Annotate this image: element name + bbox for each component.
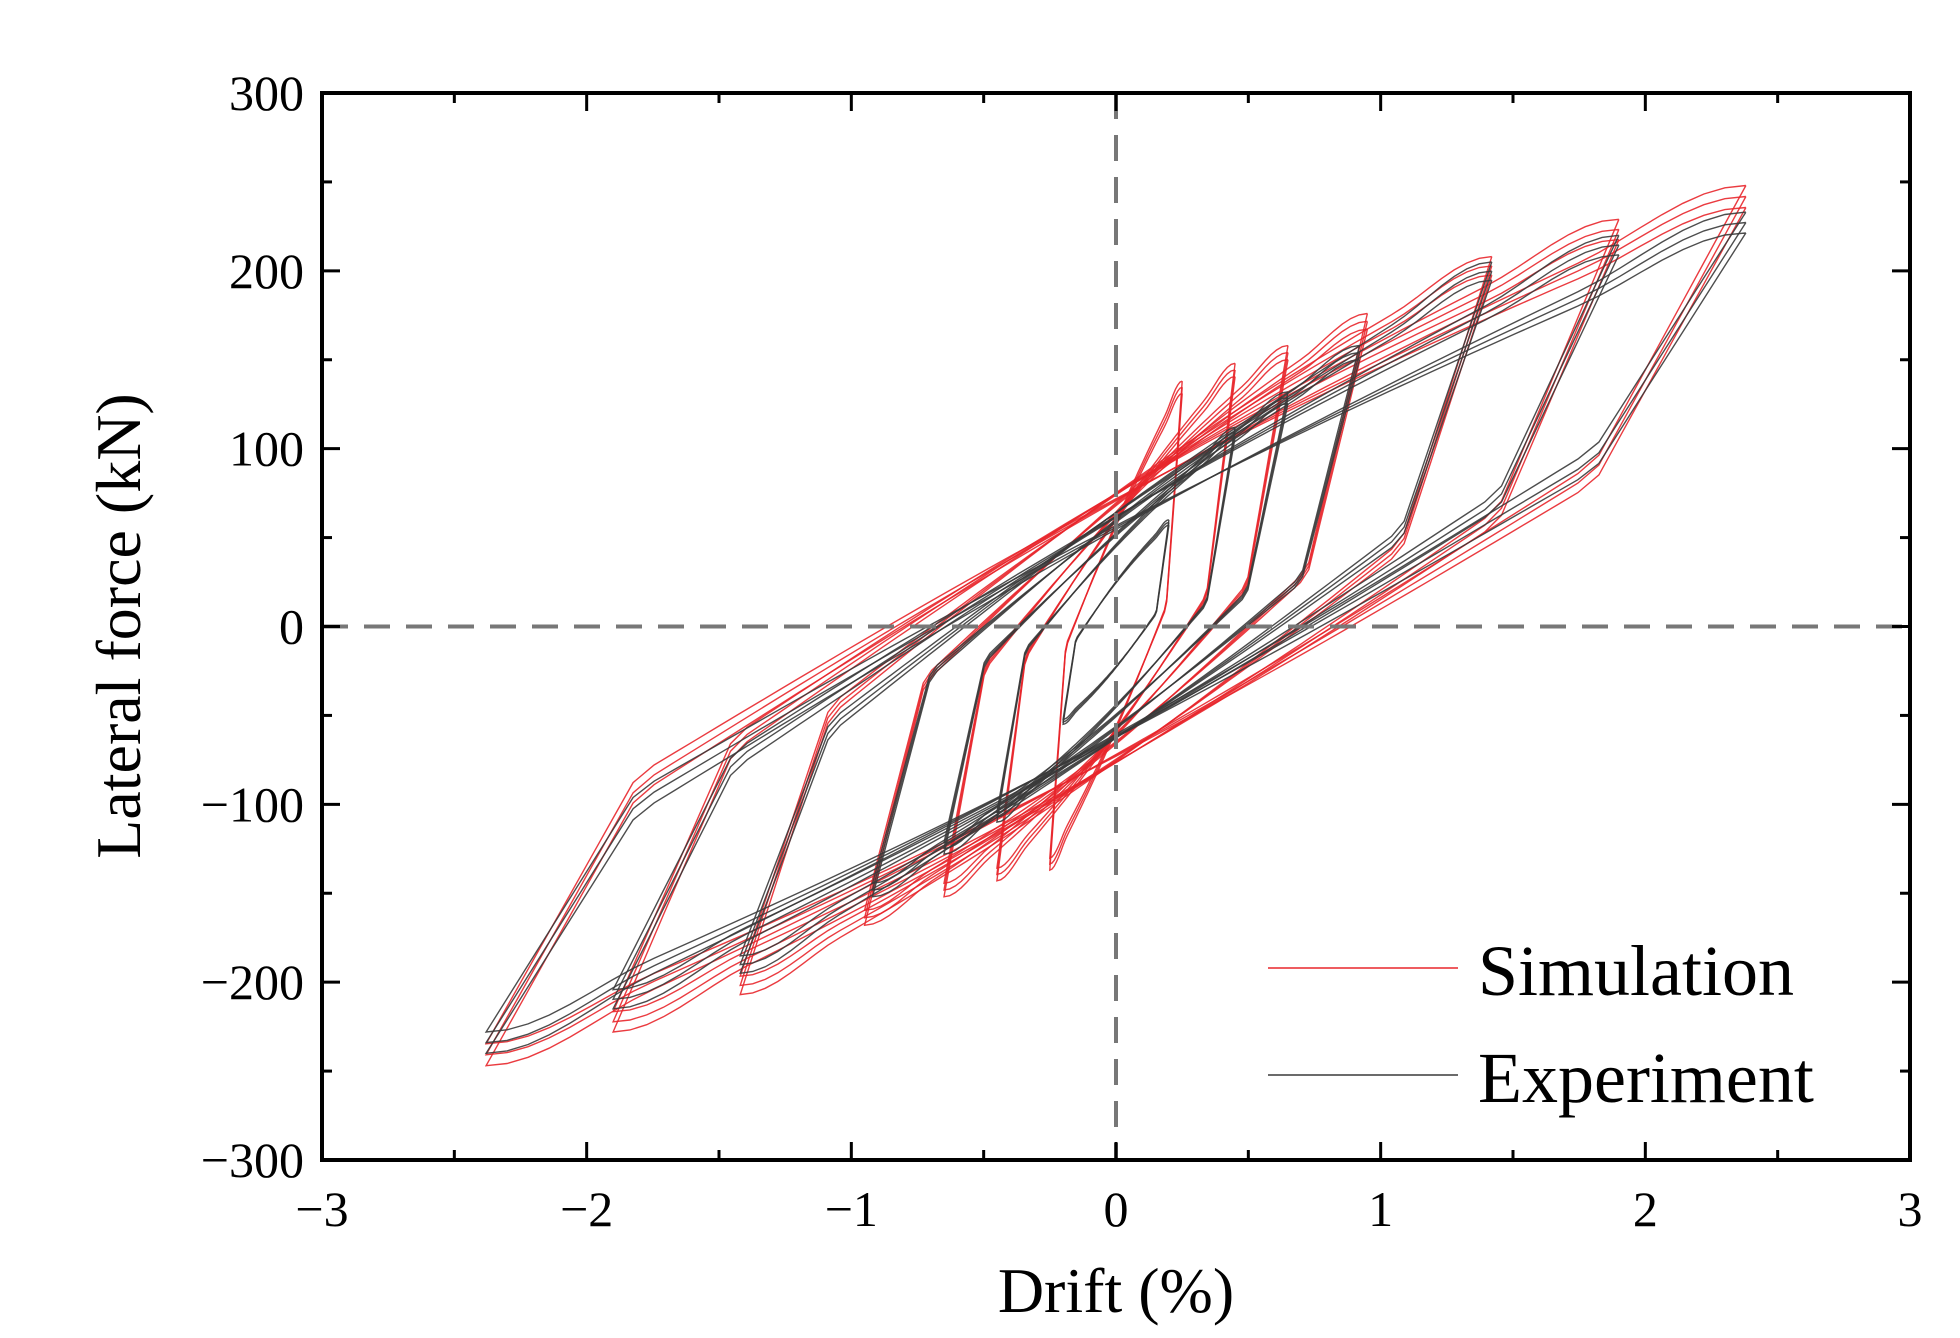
legend-label-experiment: Experiment — [1478, 1038, 1814, 1118]
x-tick-label: −2 — [560, 1181, 613, 1237]
hysteresis-loop — [739, 261, 1493, 975]
hysteresis-loop — [739, 255, 1493, 996]
hysteresis-loop — [739, 270, 1493, 966]
legend-label-simulation: Simulation — [1478, 931, 1794, 1011]
hysteresis-loop — [484, 232, 1747, 1033]
x-tick-label: −3 — [295, 1181, 348, 1237]
series-layer — [484, 184, 1747, 1067]
legend: Simulation Experiment — [1268, 931, 1814, 1118]
hysteresis-loop — [739, 274, 1493, 978]
x-tick-label: 2 — [1633, 1181, 1658, 1237]
series-simulation — [484, 184, 1747, 1067]
y-tick-label: 100 — [229, 421, 304, 477]
hysteresis-loop — [611, 218, 1620, 1033]
y-tick-label: 300 — [229, 65, 304, 121]
x-axis-title: Drift (%) — [998, 1255, 1234, 1326]
x-tick-label: −1 — [825, 1181, 878, 1237]
hysteresis-loop — [739, 279, 1493, 957]
y-tick-label: 200 — [229, 243, 304, 299]
hysteresis-loop — [611, 244, 1620, 1001]
y-tick-label: −200 — [201, 954, 304, 1010]
x-tick-labels: −3 −2 −1 0 1 2 3 — [295, 1181, 1922, 1237]
series-experiment — [484, 211, 1747, 1055]
y-tick-label: −100 — [201, 776, 304, 832]
hysteresis-loop — [611, 254, 1620, 991]
x-tick-label: 0 — [1104, 1181, 1129, 1237]
hysteresis-loop — [484, 184, 1747, 1067]
hysteresis-loop — [484, 211, 1747, 1055]
x-tick-label: 1 — [1368, 1181, 1393, 1237]
y-tick-label: 0 — [279, 599, 304, 655]
hysteresis-loop — [611, 234, 1620, 1010]
y-tick-labels: −300 −200 −100 0 100 200 300 — [201, 65, 304, 1188]
hysteresis-loop — [484, 221, 1747, 1044]
y-axis-title: Lateral force (kN) — [83, 393, 154, 858]
plot-frame — [320, 91, 1912, 1162]
y-tick-label: −300 — [201, 1132, 304, 1188]
hysteresis-loop — [1062, 524, 1170, 721]
reference-lines — [322, 93, 1910, 1160]
x-tick-label: 3 — [1898, 1181, 1923, 1237]
hysteresis-loop — [484, 195, 1747, 1056]
